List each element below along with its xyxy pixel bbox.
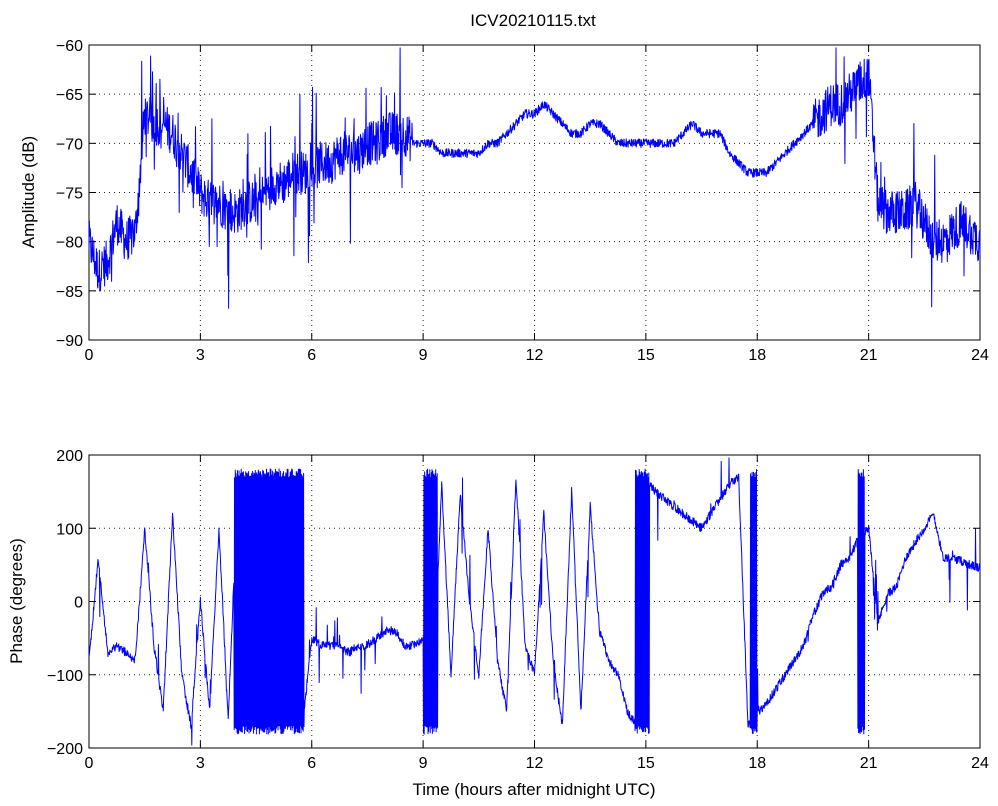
phase-trace <box>88 457 981 746</box>
phase-xtick-label: 3 <box>196 755 205 772</box>
phase-xtick-label: 12 <box>526 755 544 772</box>
amplitude-xtick-label: 9 <box>419 347 428 364</box>
amplitude-ytick-label: −75 <box>56 186 83 203</box>
phase-ytick-label: −200 <box>47 741 83 758</box>
phase-ytick-label: 200 <box>56 448 83 465</box>
phase-xtick-label: 15 <box>637 755 655 772</box>
amplitude-grid <box>89 45 980 340</box>
amplitude-ytick-label: −85 <box>56 284 83 301</box>
amplitude-xtick-label: 3 <box>196 347 205 364</box>
amplitude-panel: 0 3 6 9 12 15 18 21 24 −90 −85 −80 −75 −70 −65 −60 Ampl… <box>19 38 989 364</box>
phase-xtick-label: 6 <box>307 755 316 772</box>
chart-title: ICV20210115.txt <box>470 11 596 30</box>
amplitude-trace <box>88 47 981 309</box>
phase-xtick-label: 9 <box>419 755 428 772</box>
amplitude-ytick-label: −65 <box>56 87 83 104</box>
phase-ytick-label: −100 <box>47 668 83 685</box>
amplitude-ytick-label: −70 <box>56 136 83 153</box>
amplitude-ytick-label: −80 <box>56 235 83 252</box>
phase-series-line <box>88 457 981 746</box>
amplitude-xtick-label: 24 <box>971 347 989 364</box>
phase-xtick-label: 24 <box>971 755 989 772</box>
phase-xtick-label: 21 <box>860 755 878 772</box>
amplitude-ytick-label: −90 <box>56 333 83 350</box>
amplitude-xtick-label: 12 <box>526 347 544 364</box>
phase-axes: 0 3 6 9 12 15 18 21 24 −200 −100 0 100 200 <box>47 448 989 772</box>
amplitude-xtick-label: 21 <box>860 347 878 364</box>
amplitude-xtick-label: 0 <box>85 347 94 364</box>
phase-ytick-label: 100 <box>56 521 83 538</box>
phase-ytick-label: 0 <box>74 595 83 612</box>
phase-panel: 0 3 6 9 12 15 18 21 24 −200 −100 0 100 200 Phase (deg… <box>7 448 989 799</box>
amplitude-xtick-label: 6 <box>307 347 316 364</box>
amplitude-ytick-label: −60 <box>56 38 83 55</box>
phase-xtick-label: 18 <box>748 755 766 772</box>
phase-xlabel: Time (hours after midnight UTC) <box>412 780 655 799</box>
amplitude-series-line <box>88 47 981 309</box>
amplitude-ylabel: Amplitude (dB) <box>19 136 38 248</box>
amplitude-xtick-label: 15 <box>637 347 655 364</box>
phase-ylabel: Phase (degrees) <box>7 538 26 664</box>
amplitude-axes: 0 3 6 9 12 15 18 21 24 −90 −85 −80 −75 −70 −65 −60 <box>56 38 989 364</box>
amplitude-xtick-label: 18 <box>748 347 766 364</box>
phase-xtick-label: 0 <box>85 755 94 772</box>
